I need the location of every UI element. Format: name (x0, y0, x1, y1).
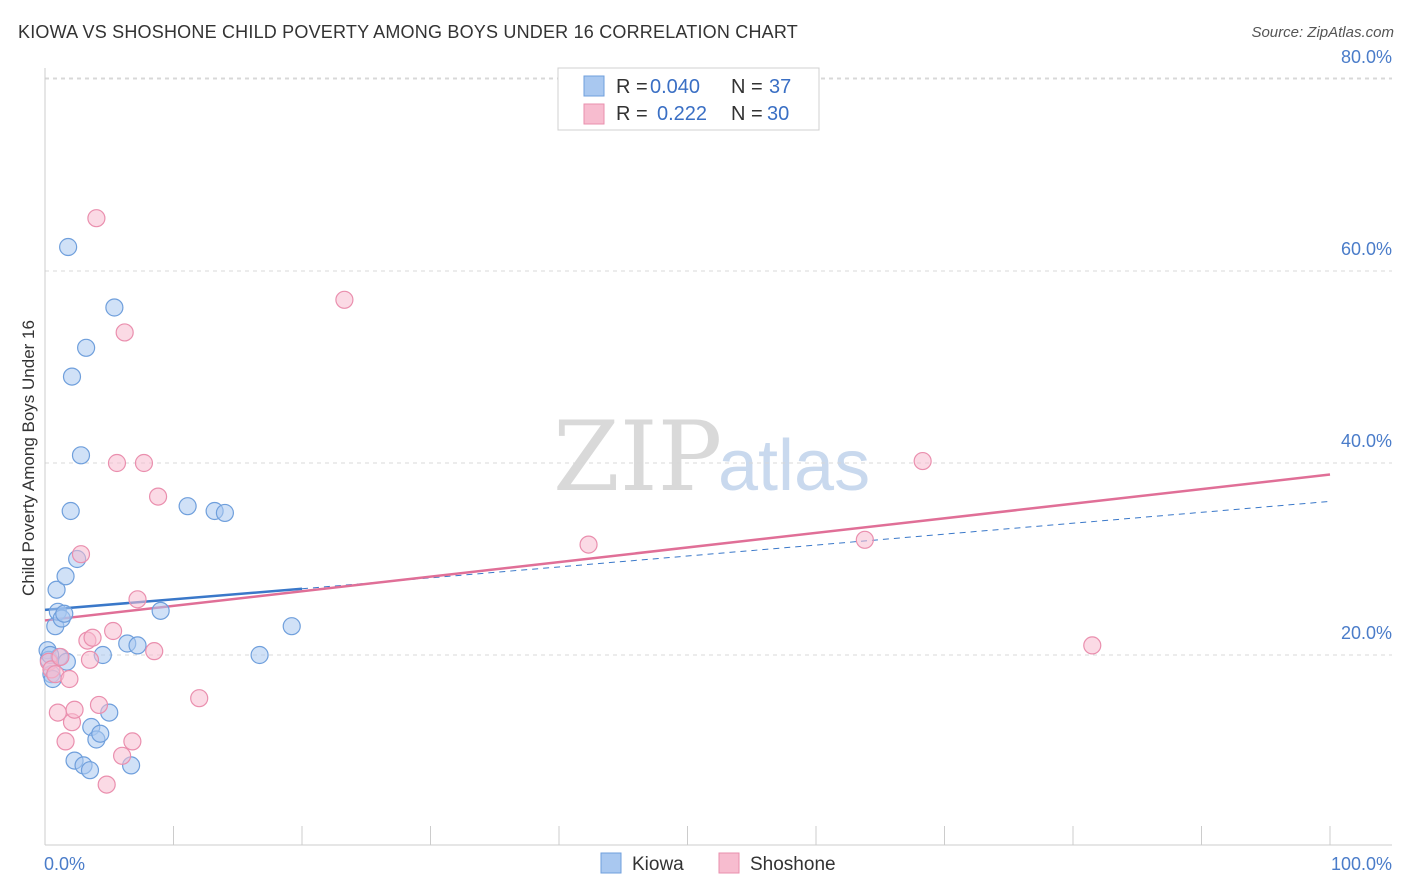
bottom-legend-swatch-kiowa (600, 852, 622, 874)
kiowa-point-9 (55, 604, 74, 623)
y-tick-label-60: 60.0% (1341, 239, 1392, 259)
shoshone-trend-line (44, 473, 1331, 622)
shoshone-point-9 (71, 545, 91, 564)
kiowa-point-14 (62, 367, 82, 386)
legend-n-label-shoshone: N = (731, 103, 763, 125)
legend-n-label-kiowa: N = (731, 76, 763, 98)
shoshone-point-20 (123, 732, 142, 751)
shoshone-point-22 (134, 453, 154, 473)
legend-n-value-shoshone: 30 (767, 103, 789, 125)
shoshone-point-30 (1083, 636, 1102, 655)
correlation-legend: R = 0.040 N = 37 R = 0.222 N = 30 (557, 67, 820, 131)
legend-r-label-kiowa: R = (616, 76, 648, 98)
kiowa-point-5 (47, 580, 66, 599)
kiowa-point-35 (282, 617, 301, 636)
kiowa-point-34 (250, 645, 269, 665)
shoshone-point-12 (83, 628, 102, 647)
y-tick-label-40: 40.0% (1341, 431, 1392, 451)
shoshone-point-15 (97, 775, 116, 794)
shoshone-point-5 (56, 732, 75, 751)
shoshone-point-28 (855, 530, 874, 549)
trend-lines (44, 473, 1331, 622)
x-tick-label-start: 0.0% (44, 854, 85, 874)
kiowa-point-10 (56, 567, 75, 586)
y-tick-label-20: 20.0% (1341, 623, 1392, 643)
chart-title: KIOWA VS SHOSHONE CHILD POVERTY AMONG BO… (18, 22, 798, 42)
data-points (38, 209, 1102, 794)
bottom-legend-shoshone: Shoshone (750, 854, 836, 875)
legend-r-value-kiowa: 0.040 (650, 76, 700, 98)
legend-swatch-kiowa (583, 75, 605, 97)
shoshone-point-19 (112, 746, 132, 765)
kiowa-point-29 (128, 636, 147, 655)
shoshone-point-13 (87, 209, 106, 228)
shoshone-point-6 (60, 669, 79, 689)
x-tick-label-end: 100.0% (1331, 854, 1392, 874)
shoshone-point-23 (145, 642, 164, 661)
shoshone-point-14 (89, 695, 109, 715)
shoshone-point-24 (148, 487, 168, 506)
kiowa-trend-line (44, 587, 303, 612)
kiowa-point-30 (151, 601, 170, 620)
y-tick-label-80: 80.0% (1341, 47, 1392, 67)
watermark-zip: ZIP (553, 401, 722, 513)
bottom-legend-kiowa: Kiowa (632, 854, 684, 875)
legend-r-value-shoshone: 0.222 (657, 103, 707, 125)
bottom-legend-swatch-shoshone (718, 852, 740, 874)
y-axis-label: Child Poverty Among Boys Under 16 (19, 320, 38, 596)
shoshone-point-18 (115, 323, 134, 342)
shoshone-point-26 (335, 290, 354, 309)
source-label: Source: ZipAtlas.com (1251, 24, 1394, 41)
kiowa-point-33 (215, 503, 234, 523)
series-kiowa (38, 237, 301, 780)
kiowa-point-26 (105, 298, 124, 317)
shoshone-point-25 (190, 689, 209, 708)
kiowa-point-17 (71, 446, 91, 465)
shoshone-point-27 (579, 535, 598, 554)
watermark-atlas: atlas (718, 426, 870, 506)
shoshone-point-16 (104, 621, 123, 641)
kiowa-trend-extrapolated (301, 500, 1331, 590)
series-legend: Kiowa Shoshone (600, 852, 836, 875)
legend-n-value-kiowa: 37 (769, 76, 791, 98)
kiowa-point-31 (178, 497, 197, 516)
kiowa-point-23 (91, 724, 110, 743)
legend-r-label-shoshone: R = (616, 103, 648, 125)
legend-swatch-shoshone (583, 103, 605, 125)
shoshone-point-21 (128, 590, 147, 609)
kiowa-point-19 (77, 338, 96, 357)
shoshone-point-11 (80, 650, 100, 669)
kiowa-point-12 (59, 237, 78, 257)
shoshone-point-17 (107, 453, 127, 473)
kiowa-point-20 (80, 761, 100, 780)
kiowa-point-13 (61, 501, 80, 521)
shoshone-point-4 (51, 647, 70, 667)
axes: 20.0% 40.0% 60.0% 80.0% 0.0% 100.0% (44, 47, 1392, 874)
shoshone-point-8 (65, 700, 84, 719)
shoshone-point-29 (913, 451, 932, 471)
gridlines (45, 77, 1392, 656)
series-shoshone (39, 209, 1102, 794)
